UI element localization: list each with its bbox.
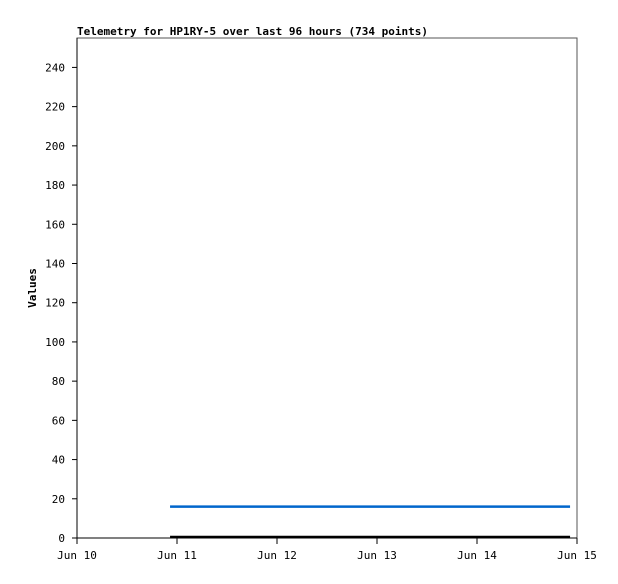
y-axis: 0 20 40 60 80 100 120 140 160 180 200 220 240	[45, 38, 78, 545]
y-tick-label: 220	[45, 101, 65, 114]
y-tick-label: 180	[45, 179, 65, 192]
y-tick-label: 100	[45, 336, 65, 349]
y-tick-label: 120	[45, 297, 65, 310]
x-tick-label: Jun 12	[257, 549, 297, 562]
y-tick-label: 200	[45, 140, 65, 153]
x-tick-label: Jun 14	[457, 549, 497, 562]
chart-title: Telemetry for HP1RY-5 over last 96 hours…	[77, 25, 428, 38]
x-tick-label: Jun 10	[57, 549, 97, 562]
x-tick-label: Jun 11	[157, 549, 197, 562]
y-tick-label: 240	[45, 61, 65, 74]
y-tick-label: 80	[52, 375, 65, 388]
series-lines	[170, 505, 571, 539]
x-axis: Jun 10 Jun 11 Jun 12 Jun 13 Jun 14 Jun 15	[57, 537, 597, 562]
y-tick-label: 40	[52, 454, 65, 467]
x-tick-label: Jun 13	[357, 549, 397, 562]
x-tick-label: Jun 15	[557, 549, 597, 562]
y-axis-label: Values	[26, 268, 39, 308]
y-tick-label: 160	[45, 218, 65, 231]
y-tick-label: 60	[52, 414, 65, 427]
y-tick-label: 0	[58, 532, 65, 545]
plot-frame	[76, 37, 578, 539]
y-tick-label: 140	[45, 257, 65, 270]
y-tick-label: 20	[52, 493, 65, 506]
